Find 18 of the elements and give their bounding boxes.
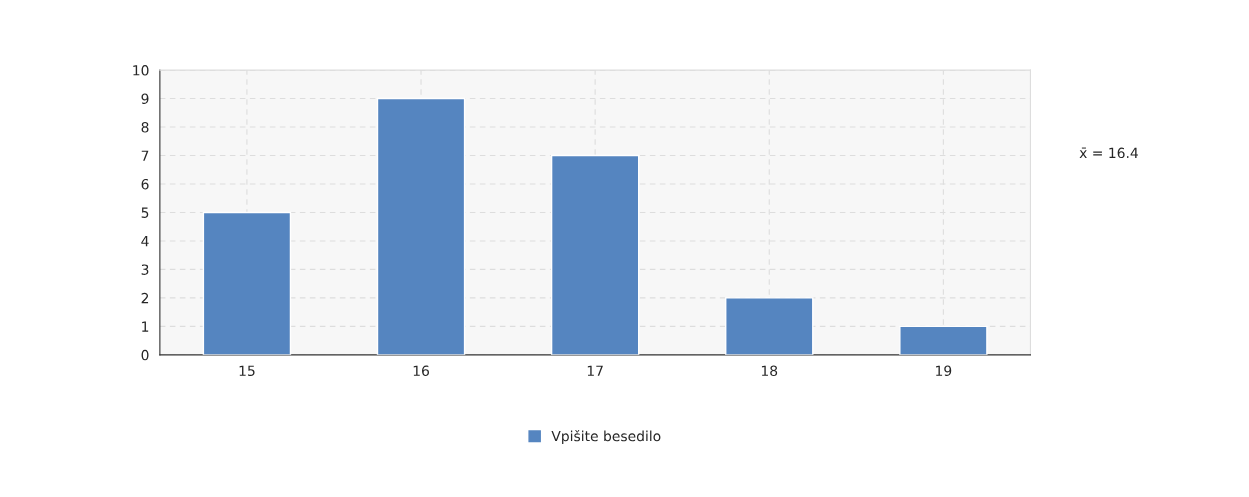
text: x̄ = 16.4 [1079, 147, 1138, 159]
x-tick-label: 15 [239, 365, 255, 377]
y-tick-label: 0 [141, 349, 149, 361]
x-tick-label: 16 [413, 365, 429, 377]
legend-label: Vpišite besedilo [551, 430, 661, 445]
x-tick-label: 18 [761, 365, 778, 377]
y-tick-label: 9 [141, 93, 149, 105]
y-tick-label: 1 [142, 321, 149, 332]
y-tick-label: 10 [133, 65, 149, 76]
y-tick-label: 3 [141, 264, 149, 275]
x-tick-label: 17 [587, 365, 603, 376]
y-tick-label: 4 [141, 236, 149, 247]
y-tick-label: 8 [141, 122, 149, 133]
y-tick-label: 6 [141, 178, 149, 190]
y-tick-label: 2 [141, 292, 149, 304]
y-tick-label: 7 [141, 150, 149, 161]
x-tick-label: 19 [936, 365, 952, 377]
y-tick-label: 5 [141, 207, 149, 218]
